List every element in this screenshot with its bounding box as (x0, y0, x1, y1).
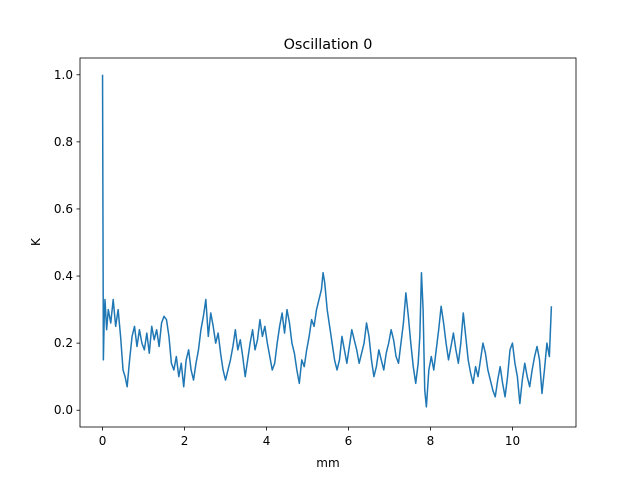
chart-title: Oscillation 0 (284, 37, 373, 53)
x-tick-label: 8 (427, 434, 435, 448)
y-axis-label: K (29, 237, 43, 246)
y-tick-label: 0.6 (54, 202, 73, 216)
x-axis-label: mm (316, 456, 339, 470)
x-tick-label: 10 (505, 434, 520, 448)
y-tick-label: 1.0 (54, 68, 73, 82)
y-tick-label: 0.0 (54, 403, 73, 417)
series-line-0 (101, 74, 553, 408)
x-tick-label: 0 (99, 434, 107, 448)
y-axis-ticks: 0.0 0.2 0.4 0.6 0.8 1.0 (54, 68, 80, 417)
y-tick-label: 0.4 (54, 269, 73, 283)
x-tick-label: 6 (345, 434, 353, 448)
x-tick-label: 2 (181, 434, 189, 448)
y-tick-label: 0.8 (54, 135, 73, 149)
y-tick-label: 0.2 (54, 336, 73, 350)
x-axis-ticks: 0 2 4 6 8 10 (99, 427, 520, 448)
plot-frame (79, 57, 577, 428)
x-tick-label: 4 (263, 434, 271, 448)
plot-area (101, 74, 553, 408)
